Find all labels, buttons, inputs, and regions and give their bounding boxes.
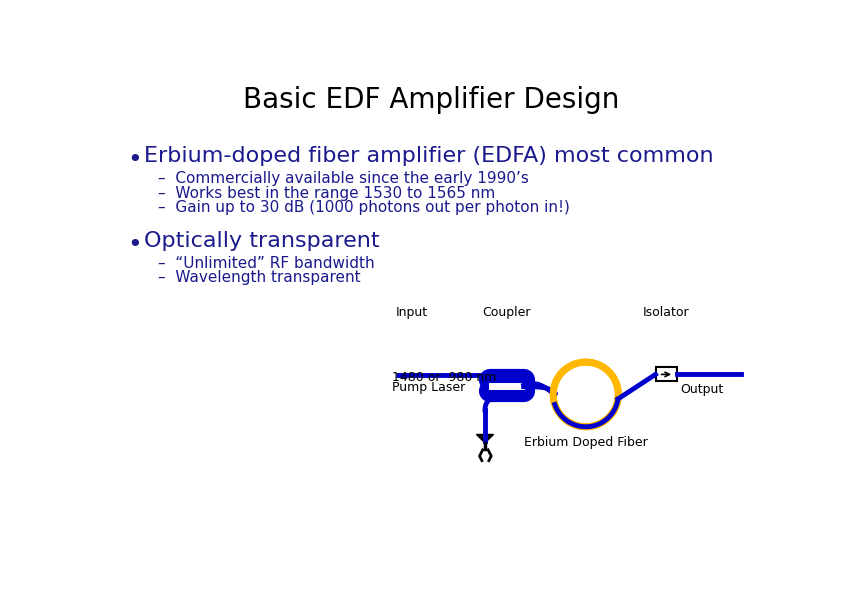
Polygon shape xyxy=(477,435,493,443)
Text: 1480 or  980 nm: 1480 or 980 nm xyxy=(392,371,497,384)
Text: –  “Unlimited” RF bandwidth: – “Unlimited” RF bandwidth xyxy=(158,256,375,271)
Text: •: • xyxy=(127,148,141,172)
FancyBboxPatch shape xyxy=(656,368,677,381)
Text: Pump Laser: Pump Laser xyxy=(392,381,466,394)
Text: –  Works best in the range 1530 to 1565 nm: – Works best in the range 1530 to 1565 n… xyxy=(158,186,495,201)
Text: Input: Input xyxy=(396,306,428,319)
Text: Optically transparent: Optically transparent xyxy=(144,231,380,251)
Text: Erbium-doped fiber amplifier (EDFA) most common: Erbium-doped fiber amplifier (EDFA) most… xyxy=(144,146,714,166)
Text: Erbium Doped Fiber: Erbium Doped Fiber xyxy=(524,436,647,449)
Text: Coupler: Coupler xyxy=(482,306,531,319)
Text: –  Commercially available since the early 1990’s: – Commercially available since the early… xyxy=(158,171,529,186)
Text: –  Gain up to 30 dB (1000 photons out per photon in!): – Gain up to 30 dB (1000 photons out per… xyxy=(158,201,570,215)
Text: Output: Output xyxy=(680,383,723,396)
Text: Isolator: Isolator xyxy=(643,306,690,319)
Text: Basic EDF Amplifier Design: Basic EDF Amplifier Design xyxy=(243,86,620,114)
Text: •: • xyxy=(127,233,141,257)
Text: –  Wavelength transparent: – Wavelength transparent xyxy=(158,271,360,285)
